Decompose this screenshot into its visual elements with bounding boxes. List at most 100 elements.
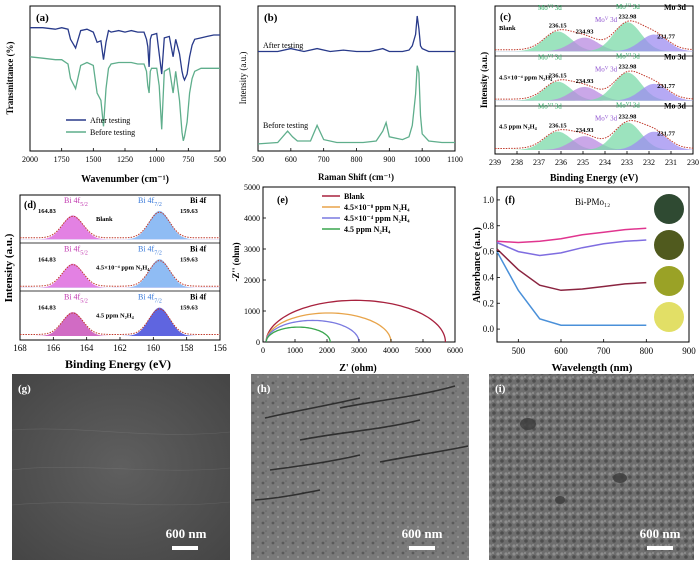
d-peak-fill — [20, 307, 220, 336]
e-legend-label: Blank — [344, 192, 365, 201]
f-series-0 — [496, 227, 647, 244]
f-ytick-label: 1.0 — [483, 195, 495, 205]
b-xtick-label: 700 — [318, 155, 330, 164]
d-xtick-label: 160 — [147, 343, 161, 353]
a-legend-before: Before testing — [90, 128, 135, 137]
d-peak-label: 164.83 — [38, 208, 57, 215]
d-peak-label: 164.83 — [38, 305, 57, 312]
c-xtick-label: 230 — [687, 158, 699, 167]
b-xtick-label: 800 — [351, 155, 363, 164]
i-scale-text: 600 nm — [640, 526, 681, 541]
d-peak-label: 164.83 — [38, 256, 57, 263]
f-ytick-label: 0.0 — [483, 324, 495, 334]
d-xtick-label: 158 — [180, 343, 194, 353]
f-xlabel: Wavelength (nm) — [552, 362, 633, 374]
f-color-swatch — [654, 194, 684, 224]
c-peak-label: 232.98 — [619, 64, 638, 71]
c-xtick-label: 235 — [577, 158, 589, 167]
d-condition-label: Blank — [96, 216, 113, 223]
c-peak-label: 236.15 — [549, 73, 568, 80]
c-peak-fill — [495, 83, 693, 101]
e-xlabel: Z' (ohm) — [339, 363, 377, 374]
a-xtick-label: 1250 — [117, 155, 133, 164]
c-xtick-label: 236 — [555, 158, 567, 167]
a-legend: After testing Before testing — [66, 116, 135, 137]
e-ytick-label: 4000 — [244, 214, 260, 223]
e-ytick-label: 2000 — [244, 276, 260, 285]
f-ytick-label: 0.2 — [483, 298, 494, 308]
f-xtick-label: 700 — [597, 346, 611, 356]
c-peak-fill — [495, 131, 693, 150]
f-series-2 — [496, 248, 647, 292]
d-xtick-label: 166 — [47, 343, 61, 353]
c-peak-label: 236.15 — [549, 123, 568, 130]
c-xtick-label: 232 — [643, 158, 655, 167]
b-xtick-label: 600 — [285, 155, 297, 164]
d-species-label: Bi 4f7/2 — [138, 293, 162, 305]
d-peak-label: 159.63 — [180, 208, 199, 215]
b-annotation-before: Before testing — [263, 121, 308, 130]
d-peak-label: 159.63 — [180, 305, 199, 312]
c-species-label: MoVI 3d — [538, 103, 562, 111]
panel-i: (i) 600 nm — [489, 374, 694, 560]
panel-h: (h) 600 nm — [251, 374, 469, 560]
b-xtick-label: 1100 — [447, 155, 463, 164]
f-ytick-label: 0.6 — [483, 247, 495, 257]
d-xtick-label: 156 — [213, 343, 227, 353]
d-condition-label: 4.5 ppm N₂H₄ — [96, 313, 134, 320]
d-peak-fill — [20, 263, 220, 288]
e-ytick-label: 0 — [256, 338, 260, 347]
panel-h-label: (h) — [257, 383, 271, 395]
c-peak-label: 231.77 — [657, 34, 676, 41]
c-species-label: MoVI 3d — [538, 4, 562, 12]
b-xtick-label: 1000 — [414, 155, 430, 164]
b-series-1 — [257, 65, 455, 145]
c-condition-label: 4.5 ppm N₂H₄ — [499, 124, 537, 131]
a-series-0 — [30, 27, 220, 82]
panel-c-label: (c) — [500, 12, 511, 23]
a-xtick-label: 1000 — [149, 155, 165, 164]
e-ytick-label: 5000 — [244, 183, 260, 192]
d-species-label: Bi 4f5/2 — [64, 293, 88, 305]
c-species-label: MoVI 3d — [538, 53, 562, 61]
c-xtick-label: 237 — [533, 158, 545, 167]
a-xtick-label: 750 — [182, 155, 194, 164]
c-xtick-label: 231 — [665, 158, 677, 167]
c-peak-fill — [495, 31, 693, 52]
panel-c: MoVI 3d MoV 3d MoVI 3d Mo 3d 236.15 234.93 232… — [479, 3, 699, 184]
f-ytick-label: 0.8 — [483, 221, 495, 231]
c-species-label: MoVI 3d — [616, 102, 640, 110]
c-envelope — [495, 119, 694, 149]
c-species-label: MoV 3d — [595, 16, 618, 24]
e-xtick-label: 4000 — [383, 346, 399, 355]
a-legend-after: After testing — [90, 116, 130, 125]
c-peak-label: 232.98 — [619, 113, 638, 120]
d-peak-fill — [20, 215, 220, 240]
c-species-label: MoV 3d — [595, 115, 618, 123]
f-series-3 — [496, 251, 647, 326]
d-envelope — [20, 211, 220, 239]
c-peak-label: 231.77 — [657, 83, 676, 90]
a-xtick-label: 1750 — [54, 155, 70, 164]
d-species-label: Bi 4f7/2 — [138, 196, 162, 208]
panel-f-label: (f) — [505, 195, 515, 206]
e-xtick-label: 5000 — [415, 346, 431, 355]
panel-a-label: (a) — [36, 12, 49, 24]
b-xlabel: Raman Shift (cm⁻¹) — [318, 172, 394, 182]
c-xlabel: Binding Energy (eV) — [550, 173, 638, 184]
e-series-3 — [265, 326, 331, 342]
panel-b-label: (b) — [264, 12, 278, 24]
b-series-0 — [258, 15, 455, 53]
d-species-label: Bi 4f7/2 — [138, 244, 162, 256]
e-series-0 — [265, 299, 447, 343]
e-series-1 — [265, 312, 392, 343]
f-xtick-label: 500 — [512, 346, 526, 356]
f-color-swatch — [654, 302, 684, 332]
c-ylabel: Intensity (a.u.) — [479, 52, 489, 108]
a-series-1 — [29, 56, 220, 141]
c-peak-label: 232.98 — [619, 13, 638, 20]
c-peak-label: 234.93 — [576, 127, 595, 134]
a-xtick-label: 1500 — [85, 155, 101, 164]
panel-e-label: (e) — [277, 195, 288, 206]
e-xtick-label: 6000 — [447, 346, 463, 355]
